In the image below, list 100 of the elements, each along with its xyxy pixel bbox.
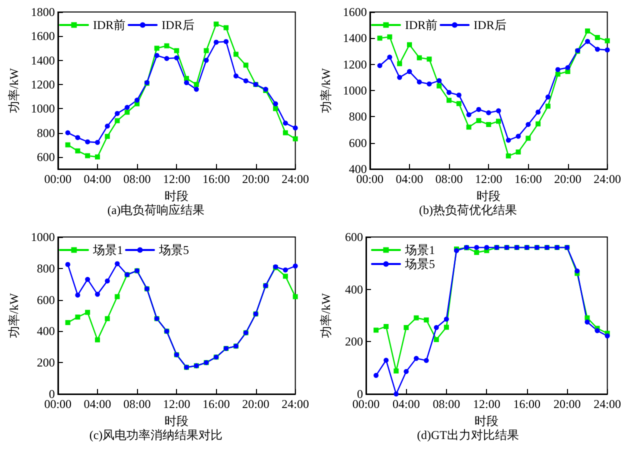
point [394,392,399,396]
point [434,325,439,330]
y-tick-label: 1200 [342,57,367,72]
point [124,104,130,110]
point [114,118,120,124]
x-tick-label: 20:00 [242,172,270,186]
point [75,314,80,320]
point [114,110,120,116]
point [446,90,452,95]
x-tick-label: 12:00 [162,397,190,411]
point [496,108,502,114]
point [414,356,419,361]
y-tick-label: 1600 [30,29,55,44]
point [114,261,120,266]
point [426,81,432,86]
point [424,358,429,364]
legend-label: IDR前 [405,18,438,32]
x-axis-title: 时段 [476,188,501,203]
point [292,136,298,142]
point [404,369,409,374]
legend-label: IDR后 [474,18,506,32]
point [377,36,382,41]
point [594,328,600,334]
point [75,148,80,154]
point [104,316,110,322]
text: (d)GT出力对比结果 [417,428,519,442]
point [444,316,449,322]
point [565,65,570,70]
point [184,76,190,81]
point [516,149,521,154]
y-axis-title: 功率/kW [319,292,333,338]
point [555,72,560,77]
point [65,262,70,267]
x-tick-label: 24:00 [594,172,622,186]
point [585,38,590,44]
y-axis-title: 功率/kW [319,68,333,113]
y-tick-label: 400 [345,282,363,296]
y-tick-label: 200 [36,356,55,370]
point [374,328,379,333]
point [243,62,248,68]
point [476,118,482,124]
point [446,98,452,103]
y-tick-label: 1800 [30,5,55,19]
point [243,78,248,84]
point [394,368,399,374]
x-tick-label: 20:00 [554,172,582,186]
point [406,42,412,48]
point [387,34,392,40]
point [184,80,190,86]
y-tick-label: 600 [36,150,55,164]
point [94,337,100,342]
point [516,134,521,139]
x-tick-label: 04:00 [84,397,112,411]
point [85,310,90,315]
point [397,61,402,66]
point [555,67,560,72]
x-tick-label: 08:00 [123,172,151,186]
point [85,139,90,144]
point [414,315,419,320]
y-tick-label: 1400 [342,31,367,46]
y-tick-label: 800 [36,261,55,276]
point [526,136,531,141]
y-tick-label: 200 [345,334,363,349]
point [434,337,439,342]
point [384,324,389,329]
point [416,79,422,84]
point [486,122,492,128]
point [94,292,100,297]
y-axis-title: 功率/kW [7,68,21,113]
point [114,294,120,300]
x-tick-label: 24:00 [282,172,310,186]
legend-label: 场景5 [158,243,189,257]
point [486,110,492,116]
point [104,124,110,129]
point [282,267,288,272]
point [124,110,130,115]
point [506,153,511,158]
y-tick-label: 800 [348,110,367,124]
x-tick-label: 04:00 [396,172,424,186]
point [456,92,462,98]
x-tick-label: 00:00 [44,172,72,186]
point [194,86,199,92]
point [282,274,288,279]
point [545,94,550,100]
point [604,333,610,338]
point [154,52,160,58]
point [496,118,502,124]
legend-label: 场景1 [404,243,435,257]
point [604,38,610,44]
y-axis-title: 功率/kW [7,292,21,338]
y-tick-label: 1200 [30,77,55,92]
point [584,315,590,320]
point [397,74,402,80]
point [474,244,480,250]
legend-label: IDR后 [162,18,194,32]
point [377,63,382,68]
legend-label: 场景5 [404,257,435,271]
x-tick-label: 12:00 [472,397,500,411]
point [204,58,209,63]
point [466,112,472,118]
